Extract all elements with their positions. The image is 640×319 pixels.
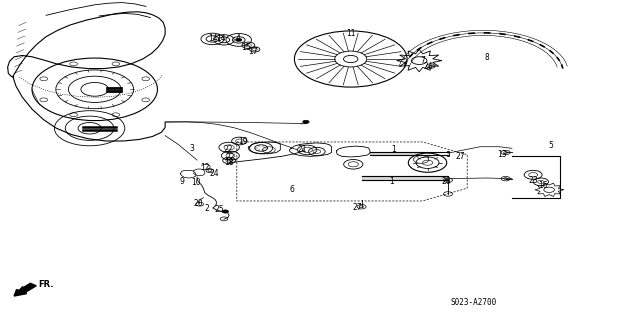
Text: 23: 23 xyxy=(528,176,538,185)
Text: 4: 4 xyxy=(236,34,241,43)
Text: 24: 24 xyxy=(424,62,434,70)
Text: 2: 2 xyxy=(204,204,209,213)
Text: 27: 27 xyxy=(352,203,362,212)
Text: 22: 22 xyxy=(226,153,235,162)
Text: 11: 11 xyxy=(346,29,355,38)
Text: 3: 3 xyxy=(189,144,195,153)
Text: 14: 14 xyxy=(216,34,226,43)
Text: 17: 17 xyxy=(248,47,259,56)
Text: 10: 10 xyxy=(191,178,201,187)
Text: 13: 13 xyxy=(497,150,507,159)
Circle shape xyxy=(222,210,228,213)
Text: 5: 5 xyxy=(548,141,553,150)
Text: 19: 19 xyxy=(238,137,248,146)
Text: 14: 14 xyxy=(208,34,218,43)
Text: 6: 6 xyxy=(289,185,294,194)
Text: 12: 12 xyxy=(200,163,209,172)
Text: S023-A2700: S023-A2700 xyxy=(451,298,497,307)
Text: 1: 1 xyxy=(391,145,396,154)
Text: FR.: FR. xyxy=(38,280,54,289)
Text: 22: 22 xyxy=(223,145,232,154)
FancyArrow shape xyxy=(14,283,36,296)
Text: 9: 9 xyxy=(180,177,185,186)
Text: 1: 1 xyxy=(389,177,394,186)
Text: 16: 16 xyxy=(538,181,548,190)
Text: 20: 20 xyxy=(193,199,204,208)
Text: 7: 7 xyxy=(420,56,425,65)
Circle shape xyxy=(236,38,242,41)
Text: 21: 21 xyxy=(298,145,307,154)
Text: 18: 18 xyxy=(225,158,234,167)
Text: 27: 27 xyxy=(456,152,466,161)
Text: 25: 25 xyxy=(214,205,224,214)
Text: 24: 24 xyxy=(209,169,220,178)
Text: 15: 15 xyxy=(241,43,252,52)
Text: 8: 8 xyxy=(484,53,489,62)
Circle shape xyxy=(303,120,309,123)
Text: 26: 26 xyxy=(441,177,451,186)
